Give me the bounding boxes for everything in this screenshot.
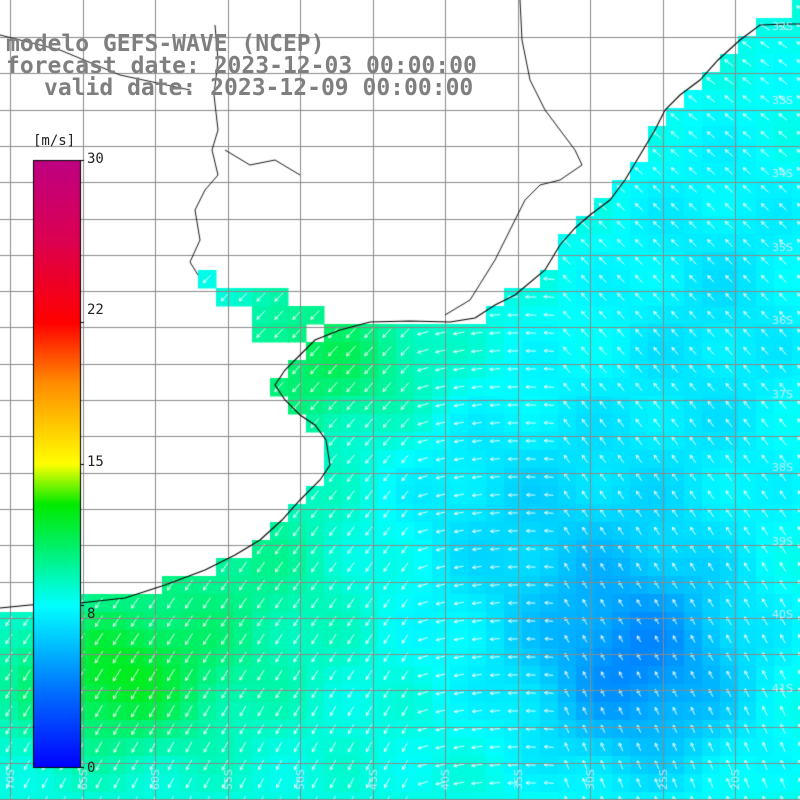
colorbar-tick-30: 30 bbox=[87, 151, 104, 167]
colorbar-unit-label: [m/s] bbox=[33, 133, 76, 149]
forecast-date-title: forecast date: 2023-12-03 00:00:00 bbox=[6, 53, 477, 79]
valid-date-title: valid date: 2023-12-09 00:00:00 bbox=[44, 75, 474, 101]
colorbar-tick-22: 22 bbox=[87, 302, 104, 318]
model-title: modelo GEFS-WAVE (NCEP) bbox=[6, 31, 325, 57]
colorbar-tick-0: 0 bbox=[87, 760, 96, 776]
colorbar-tick-15: 15 bbox=[87, 454, 104, 470]
colorbar-tick-8: 8 bbox=[87, 606, 96, 622]
